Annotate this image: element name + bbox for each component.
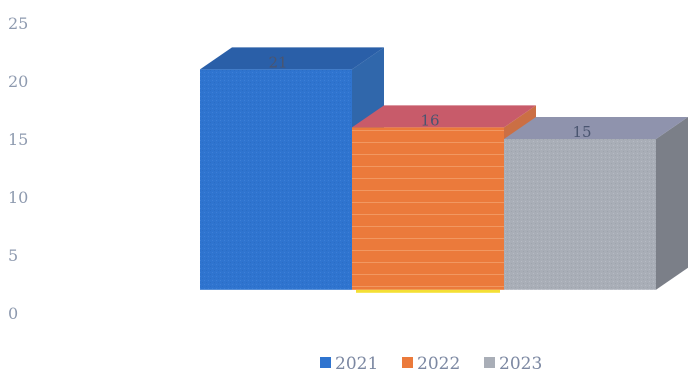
bar-2022 <box>352 127 504 290</box>
bar-top-2022 <box>352 105 536 128</box>
bar-2021 <box>200 69 352 290</box>
legend-label-2021: 2021 <box>335 354 378 374</box>
bar-top-2021 <box>200 47 384 70</box>
data-label-2021: 21 <box>268 53 287 71</box>
y-tick-label: 5 <box>8 246 18 265</box>
y-tick-label: 0 <box>8 304 18 323</box>
data-label-2023: 15 <box>572 123 591 141</box>
bar-2023 <box>504 139 656 290</box>
legend: 2021 2022 2023 <box>320 354 542 374</box>
legend-label-2023: 2023 <box>499 354 542 374</box>
legend-swatch-2022 <box>402 357 413 368</box>
y-axis: 0 5 10 15 20 25 <box>8 14 28 323</box>
legend-swatch-2021 <box>320 357 331 368</box>
y-tick-label: 10 <box>8 188 28 207</box>
legend-swatch-2023 <box>484 357 495 368</box>
bar-side-2023 <box>656 117 688 290</box>
data-labels: 21 16 15 <box>268 53 591 141</box>
y-tick-label: 15 <box>8 130 28 149</box>
y-tick-label: 25 <box>8 14 28 33</box>
y-tick-label: 20 <box>8 72 28 91</box>
bar-base-highlight-2022 <box>356 289 500 293</box>
bar-top-2023 <box>504 117 688 139</box>
legend-label-2022: 2022 <box>417 354 460 374</box>
data-label-2022: 16 <box>420 111 439 129</box>
bars <box>200 47 688 293</box>
